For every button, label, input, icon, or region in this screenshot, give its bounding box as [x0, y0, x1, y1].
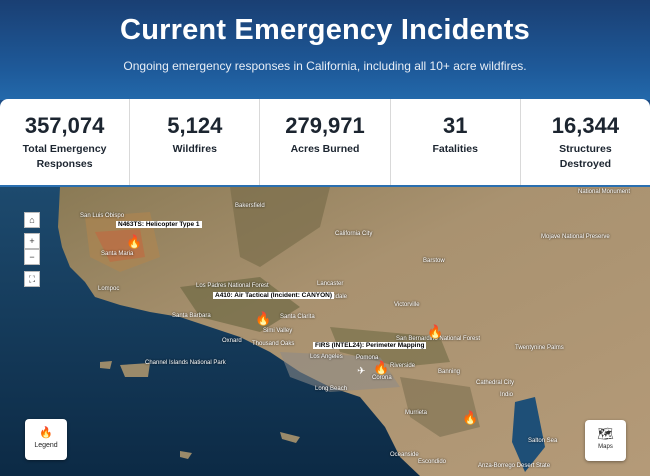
map-label: Thousand Oaks [252, 341, 295, 347]
stat-value: 31 [442, 113, 468, 138]
map-label: Twentynine Palms [515, 345, 564, 351]
stat-label: Wildfires [172, 143, 217, 155]
map-label: Santa Barbara [172, 313, 211, 319]
stat-wildfires: 5,124 Wildfires [130, 99, 261, 185]
map-label: California City [335, 231, 373, 237]
map-label: San Bernardino National Forest [396, 336, 481, 342]
zoom-out-button[interactable]: − [24, 249, 40, 265]
home-button[interactable]: ⌂ [24, 212, 40, 228]
map-label: Indio [500, 392, 514, 398]
map-icon: 🗺 [597, 426, 614, 441]
stat-label: Total Emergency Responses [22, 143, 107, 170]
fullscreen-button[interactable]: ⛶ [24, 271, 40, 287]
map-label: Santa Clarita [280, 314, 315, 320]
fire-incident-icon[interactable]: 🔥 [255, 311, 272, 326]
map-label: Lompoc [98, 286, 120, 292]
map-label: Salton Sea [528, 438, 558, 444]
map-label: Bakersfield [235, 203, 265, 209]
stat-acres-burned: 279,971 Acres Burned [260, 99, 391, 185]
map-label: San Luis Obispo [80, 213, 125, 219]
fire-incident-icon[interactable]: 🔥 [462, 410, 479, 425]
map-label: Simi Valley [263, 328, 293, 334]
map-label: Corona [372, 375, 392, 381]
map-label: Channel Islands National Park [145, 360, 226, 366]
stat-fatalities: 31 Fatalities [391, 99, 521, 185]
map-label: Oceanside [390, 452, 419, 458]
map-label: Pomona [356, 355, 379, 361]
stat-label: Acres Burned [290, 143, 360, 155]
aircraft-icon[interactable]: ✈ [357, 366, 366, 377]
maps-label: Maps [598, 444, 613, 450]
flame-icon: 🔥 [39, 427, 53, 439]
stat-value: 5,124 [167, 113, 223, 138]
page-title: Current Emergency Incidents [120, 14, 530, 46]
map-label: Riverside [390, 363, 416, 369]
map-label: National Monument [578, 189, 631, 195]
aircraft-tag[interactable]: N463TS: Helicopter Type 1 [116, 221, 202, 228]
map-label: Anza-Borrego Desert State [478, 463, 551, 469]
stat-structures-destroyed: 16,344 Structures Destroyed [521, 99, 650, 185]
maps-button[interactable]: 🗺 Maps [585, 420, 626, 461]
map-label: Oxnard [222, 338, 242, 344]
page-subtitle: Ongoing emergency responses in Californi… [123, 59, 527, 73]
map-label: Cathedral City [476, 380, 515, 386]
hero-banner: Current Emergency Incidents Ongoing emer… [0, 0, 650, 100]
fire-incident-icon[interactable]: 🔥 [373, 360, 390, 375]
map-label: Escondido [418, 459, 447, 465]
legend-label: Legend [34, 442, 58, 449]
stat-total-responses: 357,074 Total Emergency Responses [0, 99, 131, 185]
map-label: Long Beach [315, 386, 348, 392]
incident-map[interactable]: ⌂ + − ⛶ Bakersfield California City Nati… [0, 187, 650, 476]
stat-label: Structures Destroyed [559, 143, 612, 170]
legend-button[interactable]: 🔥 Legend [25, 419, 67, 460]
map-label: Mojave National Preserve [541, 234, 610, 240]
map-label: Victorville [394, 302, 420, 308]
map-label: Barstow [423, 258, 445, 264]
map-label: Los Angeles [310, 354, 343, 360]
stat-value: 16,344 [551, 113, 620, 138]
stats-bar: 357,074 Total Emergency Responses 5,124 … [0, 99, 650, 187]
aircraft-tag[interactable]: A410: Air Tactical (Incident: CANYON) [213, 292, 335, 299]
fire-incident-icon[interactable]: 🔥 [126, 234, 143, 249]
map-label: Banning [438, 369, 461, 375]
stat-value: 279,971 [285, 113, 365, 138]
map-label: Santa Maria [101, 251, 134, 257]
map-label: Lancaster [317, 281, 344, 287]
aircraft-tag[interactable]: FIRS (INTEL24): Perimeter Mapping [313, 342, 427, 349]
stat-value: 357,074 [24, 113, 105, 138]
map-label: Murrieta [405, 410, 428, 416]
map-label: Los Padres National Forest [196, 283, 269, 289]
map-terrain [0, 187, 650, 476]
fire-incident-icon[interactable]: 🔥 [427, 324, 444, 339]
stat-label: Fatalities [432, 143, 478, 155]
zoom-in-button[interactable]: + [24, 233, 40, 249]
map-label: Palmdale [322, 294, 348, 300]
